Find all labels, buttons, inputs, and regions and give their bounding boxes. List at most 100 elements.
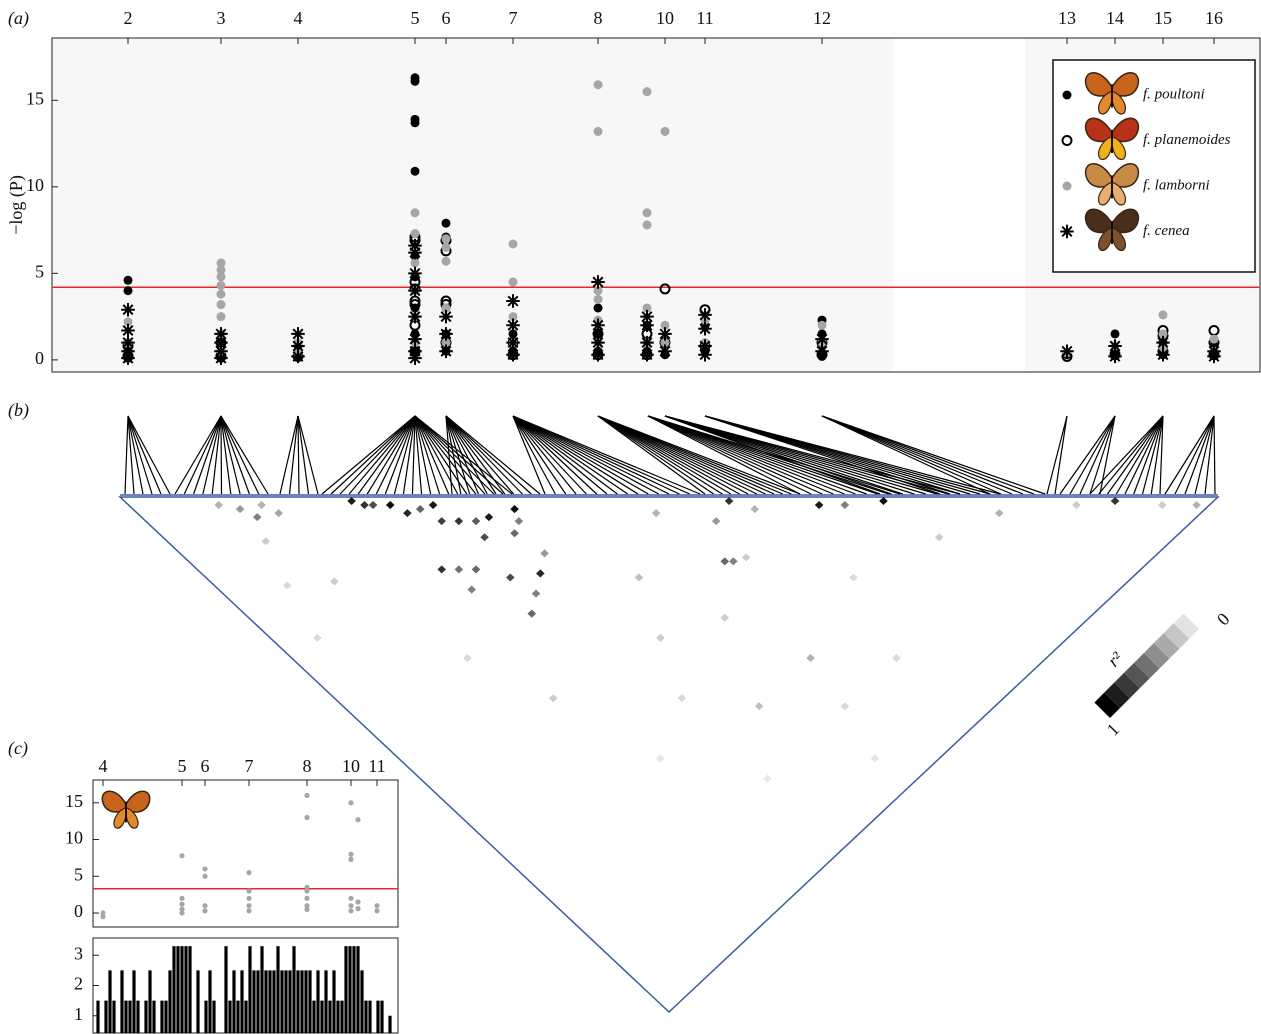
ld-cell — [1110, 497, 1120, 506]
connector-line — [127, 415, 171, 495]
bar — [240, 970, 244, 1033]
ld-cell — [385, 501, 395, 510]
connector-line — [202, 415, 222, 495]
connector-line — [1133, 415, 1164, 495]
connector-line — [220, 415, 260, 495]
point — [593, 286, 603, 296]
ld-cell — [1157, 501, 1167, 510]
bar — [292, 946, 296, 1033]
connector-line — [211, 415, 222, 495]
point — [508, 277, 518, 287]
connector-line — [445, 415, 541, 495]
ld-cell — [729, 557, 738, 566]
connector-line — [1059, 415, 1116, 495]
bar — [172, 946, 176, 1033]
bar — [104, 1000, 108, 1033]
ld-cell — [741, 553, 751, 562]
connector-line — [127, 415, 153, 495]
y-tick-label: 0 — [74, 901, 83, 921]
connector-line — [821, 415, 1035, 495]
connector-line — [647, 415, 812, 495]
connector-line — [512, 415, 690, 495]
connector-line — [647, 415, 801, 495]
point — [408, 283, 422, 298]
bar — [356, 946, 360, 1033]
connector-line — [366, 415, 416, 495]
bar — [280, 970, 284, 1033]
bar — [136, 1000, 140, 1033]
bar — [312, 1000, 316, 1033]
x-tick-label: 7 — [509, 8, 518, 28]
bar — [344, 946, 348, 1033]
y-tick-label: 15 — [65, 791, 83, 811]
ld-cell — [849, 573, 858, 582]
colorbar-step — [1163, 623, 1190, 649]
connector-line — [1089, 415, 1164, 495]
x-tick-label: 3 — [217, 8, 226, 28]
point — [439, 309, 453, 324]
point — [216, 300, 226, 310]
connector-line — [321, 415, 416, 495]
bar — [332, 970, 336, 1033]
colorbar-tick-label: 1 — [1103, 719, 1124, 740]
point — [441, 234, 451, 244]
ld-triangle — [118, 496, 1220, 1014]
point — [508, 312, 518, 322]
ld-cell — [471, 565, 481, 574]
point — [506, 335, 520, 350]
bar — [224, 946, 228, 1033]
x-tick-label: 13 — [1058, 8, 1076, 28]
point — [1209, 334, 1219, 344]
ld-cell — [1072, 501, 1081, 510]
connector-line — [193, 415, 222, 495]
point — [658, 344, 672, 358]
connector-line — [512, 415, 649, 495]
connector-line — [445, 415, 488, 495]
ld-cell — [360, 501, 369, 510]
connector-line — [1213, 415, 1216, 495]
connector-line — [512, 415, 546, 495]
point — [593, 294, 603, 304]
point — [246, 870, 252, 876]
point — [815, 332, 829, 346]
connector-line — [597, 415, 714, 495]
y-tick-label: 2 — [74, 974, 83, 994]
ld-cell — [754, 702, 764, 711]
connector-line — [220, 415, 241, 495]
ld-cell — [548, 694, 558, 703]
point — [593, 303, 603, 313]
colorbar-step — [1173, 613, 1200, 639]
point — [409, 299, 421, 311]
point — [202, 908, 208, 914]
point — [1060, 344, 1074, 358]
ld-cell — [1192, 501, 1201, 510]
connector-line — [1098, 415, 1164, 495]
connector-line — [1194, 415, 1215, 495]
bar — [208, 970, 212, 1033]
connector-line — [445, 415, 479, 495]
point — [506, 294, 520, 308]
x-tick-label: 4 — [294, 8, 303, 28]
ld-cell — [274, 509, 283, 518]
bar — [236, 1000, 240, 1033]
point — [291, 327, 305, 341]
ld-cell — [480, 533, 489, 542]
point — [506, 318, 520, 333]
x-tick-label: 14 — [1106, 8, 1124, 28]
connector-line — [339, 415, 416, 495]
connector-line — [1184, 415, 1215, 495]
point — [100, 910, 106, 916]
point — [410, 166, 420, 176]
connector-line — [402, 415, 416, 495]
point — [408, 309, 422, 324]
connector-line — [375, 415, 416, 495]
connector-line — [512, 415, 701, 495]
connector-line — [597, 415, 749, 495]
point — [214, 344, 228, 358]
x-tick-label: 10 — [656, 8, 674, 28]
point — [593, 329, 603, 339]
butterfly-image — [101, 790, 151, 829]
point — [123, 286, 133, 296]
connector-line — [512, 415, 670, 495]
